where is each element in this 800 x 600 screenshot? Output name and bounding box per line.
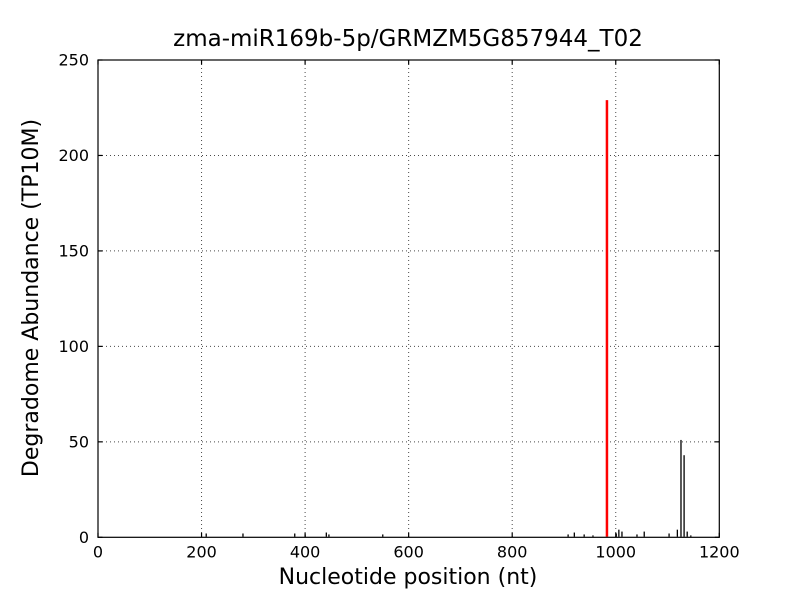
y-tick-label: 250 bbox=[58, 51, 89, 70]
y-tick-label: 50 bbox=[69, 432, 89, 451]
y-tick-label: 200 bbox=[58, 146, 89, 165]
x-tick-label: 0 bbox=[93, 542, 103, 561]
x-tick-label: 600 bbox=[393, 542, 424, 561]
y-axis-label: Degradome Abundance (TP10M) bbox=[19, 119, 44, 477]
grid-layer bbox=[98, 60, 720, 538]
x-tick-label: 200 bbox=[186, 542, 217, 561]
x-axis-label: Nucleotide position (nt) bbox=[279, 565, 538, 590]
tick-layer bbox=[97, 59, 720, 538]
x-tick-label: 1000 bbox=[595, 542, 636, 561]
x-tick-label: 400 bbox=[290, 542, 321, 561]
spike-layer bbox=[205, 100, 692, 537]
tick-label-layer: 0 200 400 600 800 1000 1200 0 50 100 150 200 250 bbox=[58, 51, 739, 562]
x-tick-label: 800 bbox=[497, 542, 528, 561]
y-tick-label: 150 bbox=[58, 241, 89, 260]
x-tick-label: 1200 bbox=[699, 542, 740, 561]
chart-title: zma-miR169b-5p/GRMZM5G857944_T02 bbox=[173, 26, 643, 52]
y-tick-label: 0 bbox=[79, 528, 89, 547]
plot-border bbox=[97, 59, 720, 538]
y-tick-label: 100 bbox=[58, 337, 89, 356]
